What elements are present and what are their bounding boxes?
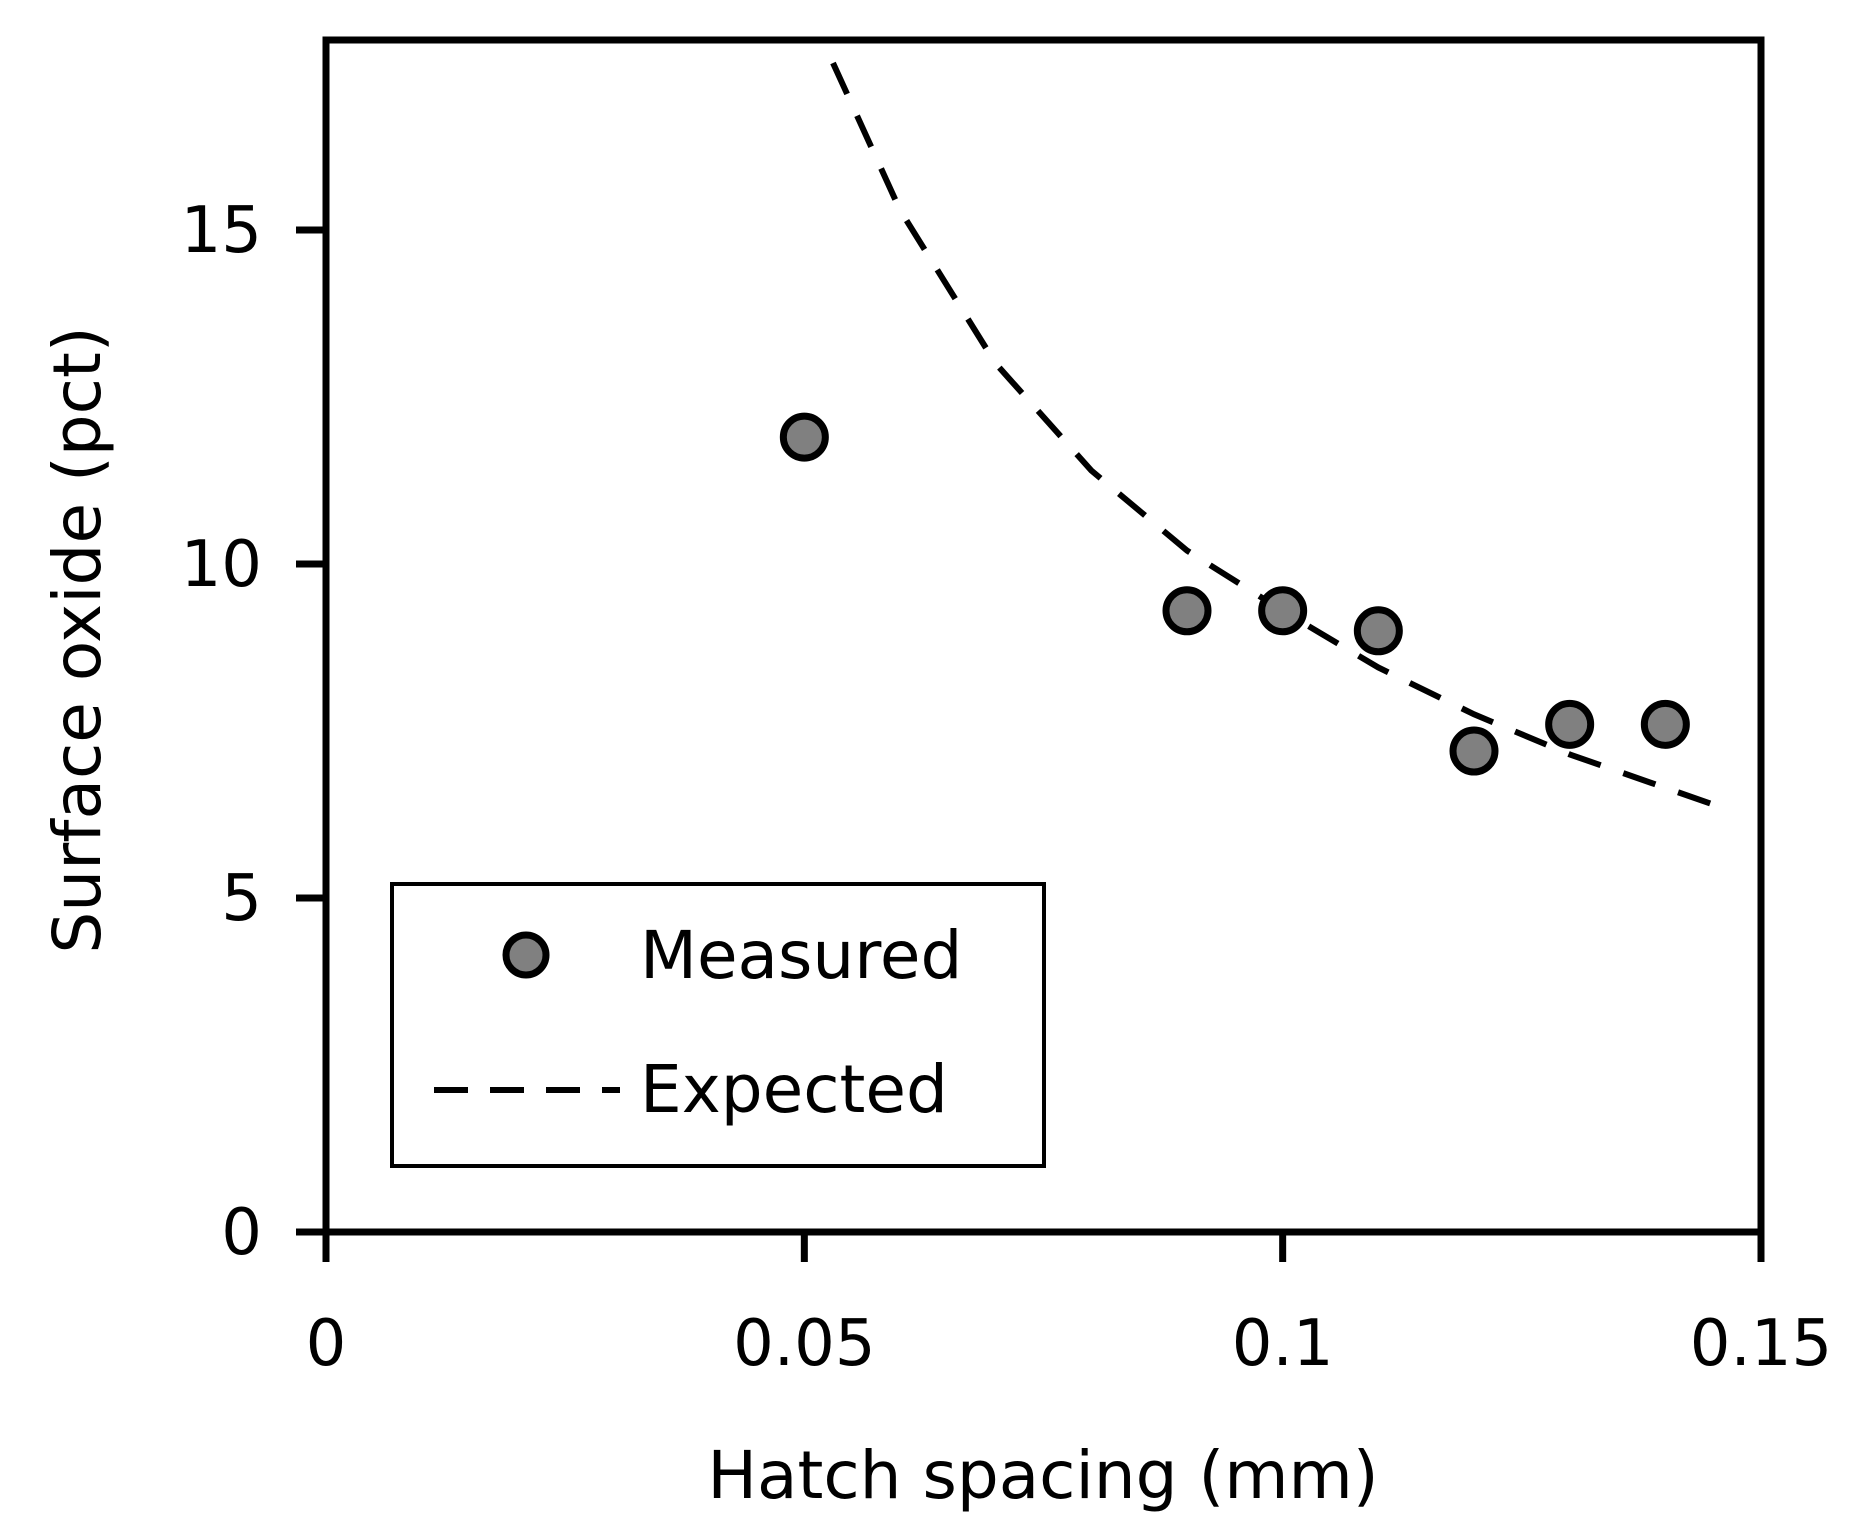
measured-series (779, 412, 1690, 776)
x-tick-label: 0.15 (1690, 1307, 1833, 1381)
legend-box (390, 882, 1046, 1168)
x-tick-label: 0 (306, 1307, 347, 1381)
measured-point (779, 412, 829, 462)
plot-frame (322, 36, 1765, 1236)
x-tick-label: 0.05 (733, 1307, 876, 1381)
legend-expected-label: Expected (640, 1051, 948, 1128)
y-axis-title: Surface oxide (pct) (39, 326, 116, 953)
measured-point (1640, 699, 1690, 749)
measured-point (1353, 606, 1403, 656)
y-tick-label: 15 (181, 194, 262, 268)
x-axis-title: Hatch spacing (mm) (707, 1437, 1378, 1514)
y-tick-label: 10 (181, 528, 262, 602)
measured-point (1545, 699, 1595, 749)
measured-point (1449, 726, 1499, 776)
y-tick-label: 0 (221, 1196, 262, 1270)
legend-measured-marker (502, 931, 550, 979)
y-axis-ticks: 0 5 10 15 (181, 194, 326, 1270)
legend: Measured Expected (390, 882, 1046, 1168)
legend-measured-label: Measured (640, 917, 962, 994)
measured-point (1162, 586, 1212, 636)
measured-point (1258, 586, 1308, 636)
x-axis-ticks: 0 0.05 0.1 0.15 (306, 1232, 1833, 1381)
y-tick-label: 5 (221, 862, 262, 936)
x-tick-label: 0.1 (1232, 1307, 1334, 1381)
